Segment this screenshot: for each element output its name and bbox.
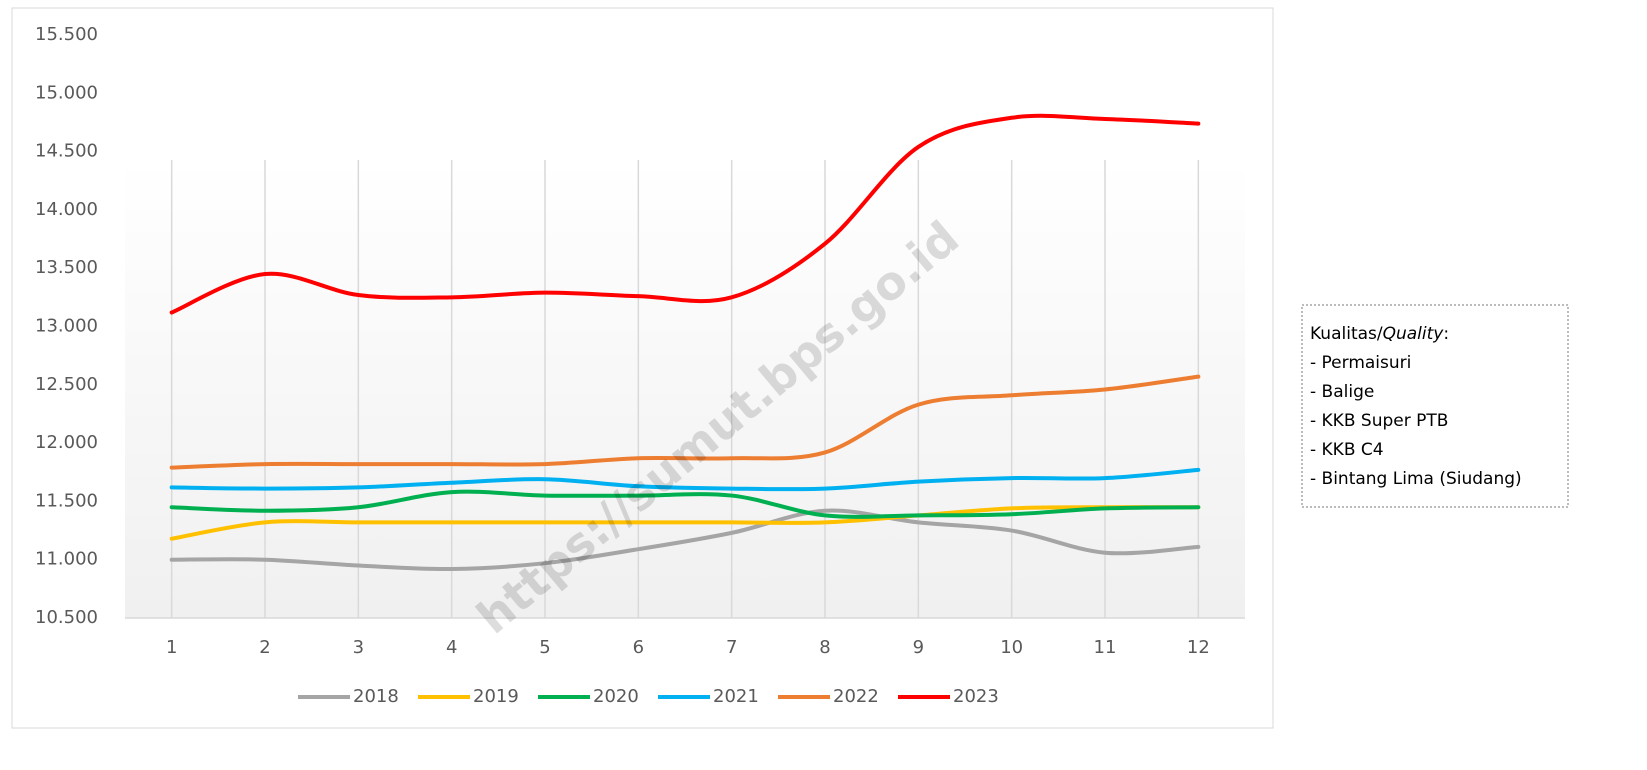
y-tick-label: 14.500 bbox=[35, 141, 98, 162]
x-tick-label: 5 bbox=[539, 637, 550, 658]
x-tick-label: 8 bbox=[819, 637, 830, 658]
y-tick-label: 15.500 bbox=[35, 24, 98, 45]
y-tick-label: 12.500 bbox=[35, 374, 98, 395]
x-tick-label: 4 bbox=[446, 637, 457, 658]
annotation-item: - KKB Super PTB bbox=[1310, 411, 1448, 431]
series-line bbox=[169, 508, 1201, 572]
series-line bbox=[169, 374, 1201, 470]
legend-label: 2019 bbox=[473, 686, 519, 707]
y-tick-label: 11.000 bbox=[35, 549, 98, 570]
annotation-heading: Kualitas/Quality: bbox=[1310, 324, 1449, 344]
series-line bbox=[169, 113, 1201, 315]
annotation-border bbox=[1301, 304, 1569, 508]
series-line bbox=[169, 489, 1201, 519]
annotation-heading-italic: Quality bbox=[1383, 324, 1445, 344]
legend-label: 2018 bbox=[353, 686, 399, 707]
annotation-item: - Permaisuri bbox=[1310, 353, 1411, 373]
x-tick-label: 7 bbox=[726, 637, 737, 658]
legend-label: 2021 bbox=[713, 686, 759, 707]
y-tick-label: 12.000 bbox=[35, 432, 98, 453]
annotation-box: Kualitas/Quality: - Permaisuri - Balige - … bbox=[1301, 304, 1569, 508]
y-tick-label: 13.500 bbox=[35, 257, 98, 278]
x-tick-label: 10 bbox=[1000, 637, 1023, 658]
x-tick-label: 3 bbox=[353, 637, 364, 658]
x-tick-label: 12 bbox=[1187, 637, 1210, 658]
annotation-item: - Balige bbox=[1310, 382, 1374, 402]
annotation-heading-text: Kualitas/ bbox=[1310, 324, 1383, 344]
annotation-item: - KKB C4 bbox=[1310, 440, 1384, 460]
y-tick-label: 11.500 bbox=[35, 490, 98, 511]
x-tick-label: 9 bbox=[913, 637, 924, 658]
series-line bbox=[169, 505, 1201, 541]
annotation-item: - Bintang Lima (Siudang) bbox=[1310, 469, 1522, 489]
legend-label: 2023 bbox=[953, 686, 999, 707]
annotation-heading-end: : bbox=[1443, 324, 1449, 344]
y-tick-label: 14.000 bbox=[35, 199, 98, 220]
x-tick-label: 6 bbox=[633, 637, 644, 658]
x-tick-label: 2 bbox=[259, 637, 270, 658]
x-tick-label: 1 bbox=[166, 637, 177, 658]
x-tick-label: 11 bbox=[1094, 637, 1117, 658]
series-line bbox=[169, 467, 1201, 492]
y-tick-label: 15.000 bbox=[35, 82, 98, 103]
y-tick-label: 13.000 bbox=[35, 316, 98, 337]
legend-label: 2022 bbox=[833, 686, 879, 707]
legend-label: 2020 bbox=[593, 686, 639, 707]
y-tick-label: 10.500 bbox=[35, 607, 98, 628]
